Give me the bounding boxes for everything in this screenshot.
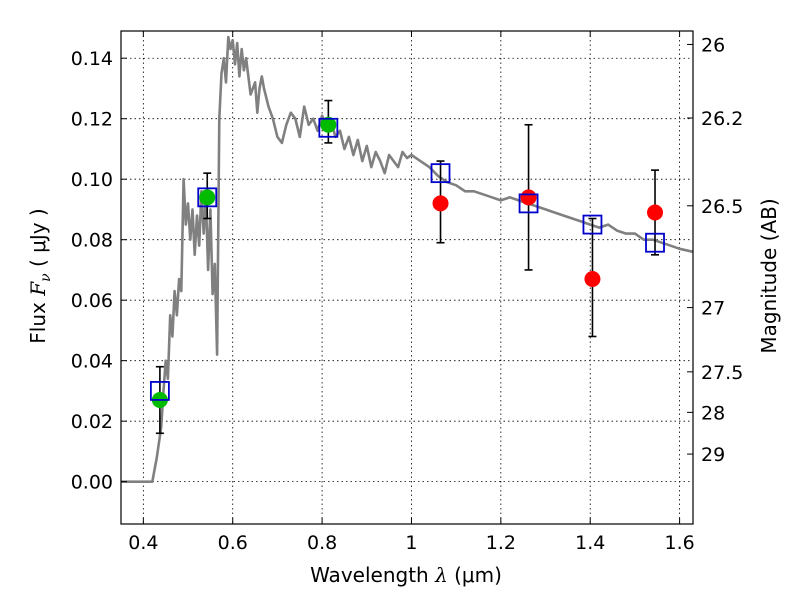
y-tick-label: 0.10 [71,169,113,191]
y2-tick-label: 26.2 [701,108,743,130]
model-flux-square [430,163,451,184]
plot-frame [120,30,694,525]
axis-ticks: 0.4 0.6 0.8 1 1.2 1.4 1.6 0.00 0.02 0.04 0.06 0.08 0… [71,31,743,554]
y-axis-label: Flux Fν ( μJy ) [26,208,54,343]
x-tick-label: 1.6 [664,532,694,554]
non-detection-point [584,271,601,288]
non-detection-point [432,195,449,212]
y-tick-label: 0.12 [71,109,113,131]
y-tick-label: 0.04 [71,351,113,373]
y-tick-label: 0.08 [71,230,113,252]
y-tick-label: 0.14 [71,48,113,70]
y2-axis-label: Magnitude (AB) [757,198,781,353]
y2-tick-label: 27.5 [701,362,743,384]
x-tick-label: 0.8 [307,532,337,554]
y2-tick-label: 29 [701,444,725,466]
y2-tick-label: 27 [701,298,725,320]
detection-point [199,189,216,206]
y-tick-label: 0.06 [71,290,113,312]
x-axis-label: Wavelength λ (μm) [310,563,502,587]
model-flux-square [645,232,665,253]
x-tick-label: 1.2 [486,532,516,554]
y-tick-label: 0.02 [71,411,113,433]
non-detection-point [647,204,664,221]
x-tick-label: 1.4 [575,532,605,554]
non-detection-point [520,189,537,206]
model-flux-square [582,214,603,235]
x-tick-label: 0.6 [218,532,248,554]
data-layer [121,35,694,484]
model-flux-square [197,187,218,208]
y-tick-label: 0.00 [71,472,113,494]
grid-lines [121,31,693,524]
model-sed-line [121,35,694,484]
model-flux-square [149,381,170,401]
model-flux-square [518,193,539,214]
model-flux-square [318,117,339,138]
y2-tick-label: 26 [701,34,725,56]
y2-tick-label: 26.5 [701,196,743,218]
detection-point [320,116,337,133]
x-tick-label: 0.4 [128,532,158,554]
x-tick-label: 1 [405,532,417,554]
y2-tick-label: 28 [701,402,725,424]
